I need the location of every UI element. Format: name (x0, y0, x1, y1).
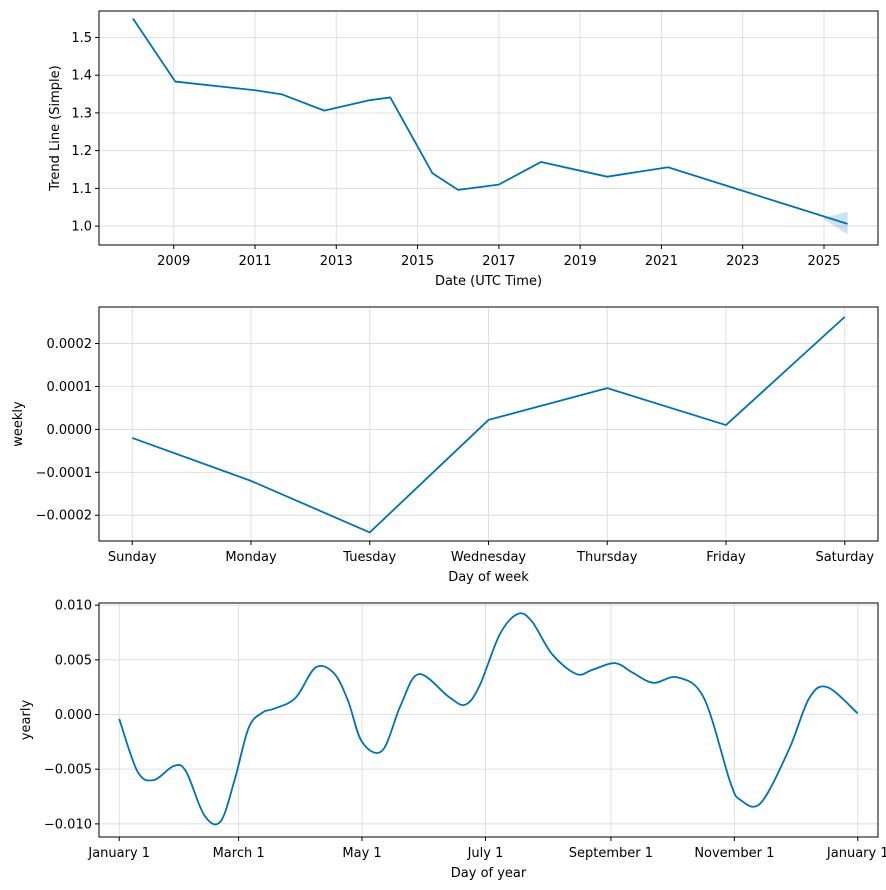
x-tick-label: 2013 (320, 254, 353, 269)
x-axis-label: Day of year (451, 866, 527, 881)
x-tick-label: Sunday (108, 550, 157, 565)
series-line (131, 316, 846, 534)
plot-frame (98, 602, 879, 838)
x-tick-label: Saturday (815, 550, 874, 565)
y-tick-label: −0.010 (44, 817, 92, 832)
y-tick-label: −0.0001 (36, 466, 92, 481)
x-tick-label: 2011 (238, 254, 271, 269)
x-tick-label: Thursday (576, 550, 638, 565)
plot-frame (98, 10, 879, 246)
y-tick-label: 1.1 (71, 182, 92, 197)
x-tick-label: 2023 (726, 254, 759, 269)
series-line (132, 18, 848, 225)
x-tick-label: May 1 (342, 846, 381, 861)
x-tick-label: 2025 (807, 254, 840, 269)
x-tick-label: November 1 (694, 846, 774, 861)
y-tick-label: 0.0000 (47, 423, 93, 438)
y-tick-label: 1.5 (71, 31, 92, 46)
x-tick-label: January 1 (826, 846, 886, 861)
y-tick-label: 1.2 (71, 144, 92, 159)
y-tick-label: −0.0002 (36, 509, 92, 524)
x-tick-label: 2019 (564, 254, 597, 269)
y-tick-label: 0.000 (55, 708, 92, 723)
y-tick-label: 0.0001 (47, 380, 93, 395)
y-tick-label: 0.010 (55, 599, 92, 614)
x-axis-label: Day of week (448, 570, 529, 585)
x-axis-label: Date (UTC Time) (435, 274, 542, 289)
x-tick-label: 2017 (482, 254, 515, 269)
x-tick-label: Friday (706, 550, 746, 565)
x-tick-label: Wednesday (451, 550, 527, 565)
y-tick-label: 1.0 (71, 220, 92, 235)
y-tick-label: 0.005 (55, 653, 92, 668)
y-axis-label: yearly (19, 700, 34, 741)
x-tick-label: July 1 (467, 846, 504, 861)
y-tick-label: 1.4 (71, 69, 92, 84)
x-tick-label: September 1 (569, 846, 653, 861)
x-tick-label: March 1 (213, 846, 265, 861)
x-tick-label: 2009 (157, 254, 190, 269)
weekly-panel: Sunday Monday Tuesday Wednesday Thursday Frid… (11, 306, 879, 585)
x-tick-label: Monday (225, 550, 277, 565)
x-tick-label: Tuesday (342, 550, 396, 565)
yearly-panel: January 1 March 1 May 1 July 1 September 1 No… (19, 599, 886, 881)
y-tick-label: −0.005 (44, 763, 92, 778)
x-tick-label: 2021 (645, 254, 678, 269)
y-tick-label: 0.0002 (47, 337, 93, 352)
trend-panel: 2009 2011 2013 2015 2017 2019 2021 2023 2025 1.0 1… (48, 10, 879, 289)
series-line (118, 612, 859, 826)
y-axis-label: Trend Line (Simple) (48, 65, 63, 191)
y-axis-label: weekly (11, 401, 26, 447)
x-tick-label: January 1 (87, 846, 150, 861)
y-tick-label: 1.3 (71, 106, 92, 121)
x-tick-label: 2015 (401, 254, 434, 269)
